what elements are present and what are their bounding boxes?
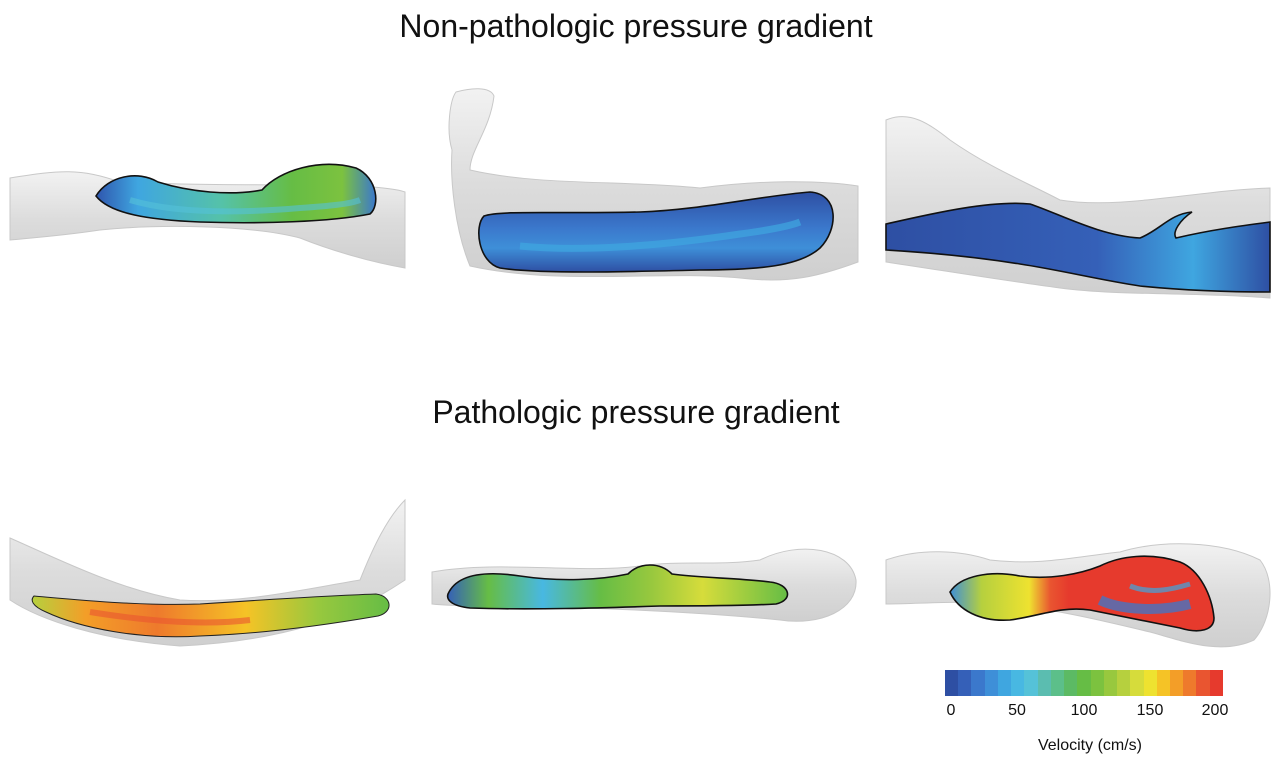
vessel-panel-top-middle [448,88,859,281]
colorbar-swatch [1156,670,1170,696]
colorbar-tick-200: 200 [1201,702,1229,719]
colorbar-swatch [1050,670,1065,696]
colorbar-swatch [1196,670,1210,696]
title-pathologic: Pathologic pressure gradient [432,394,840,430]
colorbar-tick-0: 0 [946,702,956,719]
vessel-panel-top-right [885,116,1271,299]
colorbar-swatch [945,670,959,696]
colorbar-label: Velocity (cm/s) [1037,737,1142,754]
colorbar-swatch [997,670,1012,696]
colorbar-tick-100: 100 [1070,702,1098,719]
colorbar-swatch [1024,670,1038,696]
colorbar-swatch [1077,670,1091,696]
vessel-panel-bottom-middle [431,548,857,622]
colorbar-swatch [1143,670,1157,696]
colorbar-swatch [1103,670,1118,696]
colorbar-swatch [1064,670,1078,696]
colorbar-swatch [1130,670,1144,696]
colorbar-swatch [1037,670,1051,696]
colorbar-swatch [1209,670,1223,696]
title-non-pathologic: Non-pathologic pressure gradient [399,8,873,44]
colorbar-swatch [1011,670,1025,696]
vessel-panel-bottom-left [9,498,406,647]
vessel-panel-bottom-right [885,543,1271,648]
colorbar-swatch [958,670,972,696]
colorbar-swatch [971,670,985,696]
velocity-colorbar [945,670,1223,696]
colorbar-swatch [1090,670,1104,696]
colorbar-tick-50: 50 [1008,702,1026,719]
colorbar-swatch [1169,670,1184,696]
colorbar-swatch [1117,670,1131,696]
colorbar-swatch [1183,670,1197,696]
colorbar-tick-150: 150 [1136,702,1164,719]
colorbar-swatch [984,670,998,696]
vessel-panel-top-left [9,163,406,269]
